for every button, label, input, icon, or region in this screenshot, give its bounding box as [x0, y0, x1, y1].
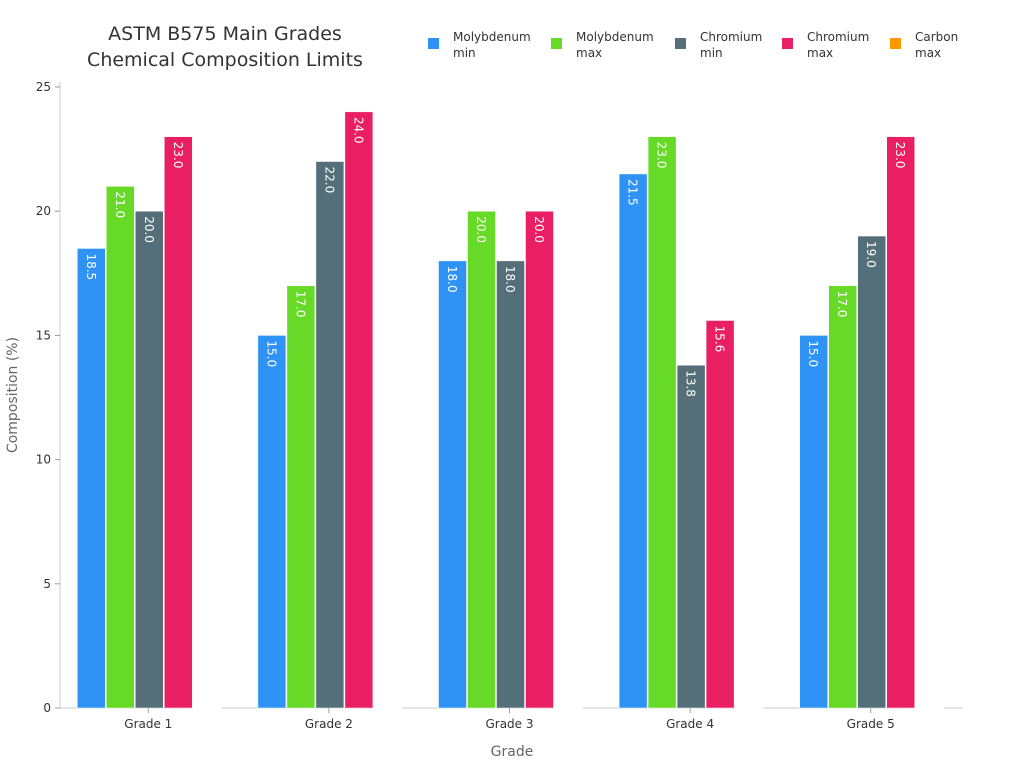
bar [676, 364, 706, 709]
data-label: 13.8 [684, 370, 698, 397]
legend-swatch [551, 38, 562, 49]
x-tick-label: Grade 1 [124, 717, 172, 731]
legend-swatch [428, 38, 439, 49]
legend-label: Molybdenum [576, 30, 654, 44]
data-label: 20.0 [532, 216, 546, 243]
bar [618, 173, 648, 709]
data-label: 21.0 [113, 191, 127, 218]
data-label: 24.0 [351, 117, 365, 144]
data-label: 22.0 [322, 167, 336, 194]
y-tick-label: 0 [43, 701, 51, 715]
chart-title: ASTM B575 Main Grades [108, 23, 342, 45]
bar [438, 260, 467, 709]
data-label: 20.0 [142, 216, 156, 243]
x-tick-label: Grade 5 [847, 717, 895, 731]
legend-swatch [675, 38, 686, 49]
legend-label: Chromium [700, 30, 762, 44]
bar [496, 260, 525, 709]
bar [828, 285, 857, 709]
legend-swatch [890, 38, 901, 49]
data-label: 17.0 [835, 291, 849, 318]
data-label: 18.5 [84, 253, 98, 280]
x-axis-title: Grade [491, 744, 534, 760]
x-tick-label: Grade 4 [666, 717, 714, 731]
data-label: 21.5 [626, 179, 640, 206]
y-tick-label: 5 [43, 577, 51, 591]
bar [135, 210, 164, 709]
bar [857, 235, 886, 709]
data-label: 20.0 [474, 216, 488, 243]
y-tick-label: 20 [36, 204, 51, 218]
bar [77, 248, 106, 709]
bar [554, 707, 583, 709]
x-tick-label: Grade 2 [305, 717, 353, 731]
bar [525, 210, 554, 709]
legend-label: Molybdenum [453, 30, 531, 44]
bar [164, 136, 193, 709]
bar [106, 186, 135, 709]
data-label: 23.0 [893, 142, 907, 169]
data-label: 15.6 [713, 325, 727, 352]
bar [467, 210, 496, 709]
bar [915, 707, 944, 709]
bar [193, 707, 222, 709]
chart-subtitle: Chemical Composition Limits [87, 49, 363, 71]
legend-label: max [915, 46, 941, 60]
y-axis-title: Composition (%) [5, 337, 21, 453]
data-label: 17.0 [293, 291, 307, 318]
data-label: 23.0 [171, 142, 185, 169]
legend-label: min [453, 46, 476, 60]
y-tick-label: 25 [36, 80, 51, 94]
bar [257, 335, 287, 709]
x-tick-label: Grade 3 [485, 717, 533, 731]
bar [286, 285, 316, 709]
data-label: 23.0 [655, 142, 669, 169]
bar [886, 136, 915, 709]
bar [373, 707, 403, 709]
legend-swatch [782, 38, 793, 49]
legend-label: max [576, 46, 602, 60]
data-label: 18.0 [503, 266, 517, 293]
data-label: 15.0 [806, 340, 820, 367]
legend-label: Carbon [915, 30, 958, 44]
legend-label: max [807, 46, 833, 60]
data-label: 19.0 [864, 241, 878, 268]
bar [344, 111, 374, 709]
bar [734, 707, 764, 709]
data-label: 18.0 [445, 266, 459, 293]
bar [705, 320, 735, 709]
legend-label: Chromium [807, 30, 869, 44]
y-tick-label: 10 [36, 453, 51, 467]
bar [647, 136, 677, 709]
bar [315, 161, 345, 709]
data-label: 15.0 [264, 340, 278, 367]
bar [799, 335, 828, 709]
legend-label: min [700, 46, 723, 60]
y-tick-label: 15 [36, 328, 51, 342]
